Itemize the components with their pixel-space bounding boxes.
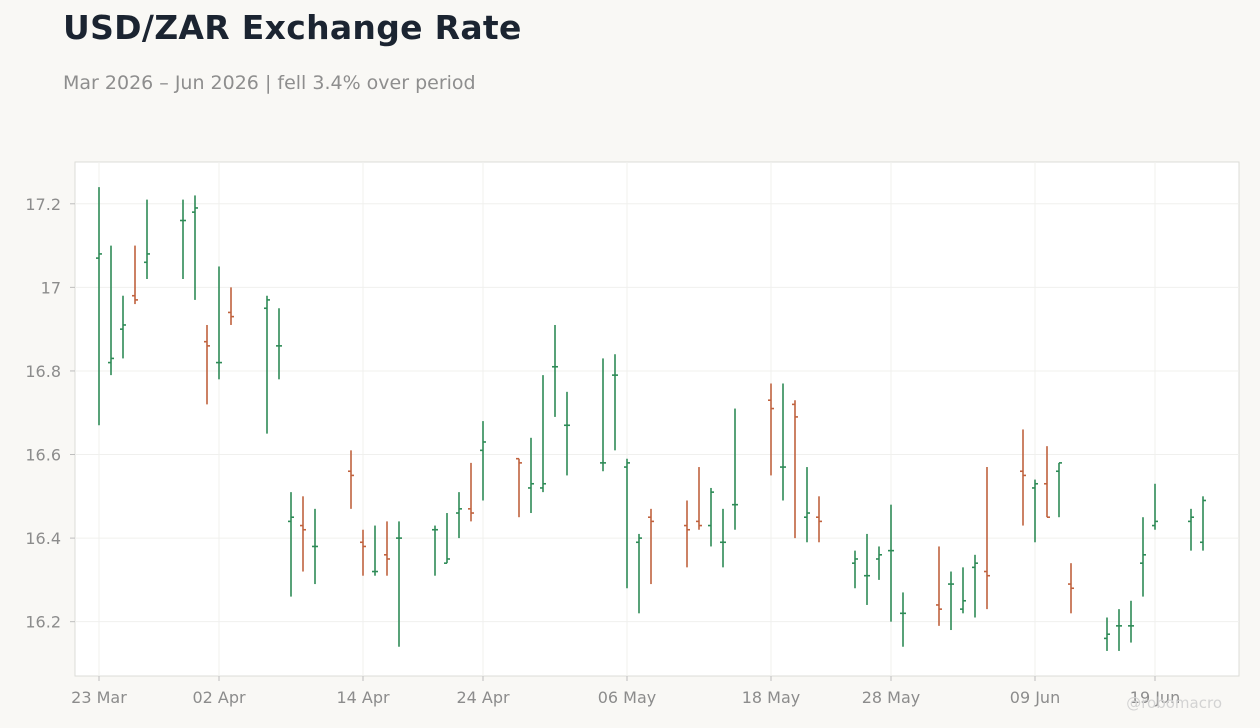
x-axis: 23 Mar 02 Apr 14 Apr 24 Apr 06 May 18 May 28 M…	[71, 676, 1180, 707]
page-title: USD/ZAR Exchange Rate	[63, 8, 522, 47]
ohlc-bar	[96, 187, 102, 426]
ohlc-bar	[960, 567, 966, 614]
ohlc-bar	[648, 508, 654, 585]
ohlc-bar	[564, 391, 570, 476]
y-tick-label: 16.8	[25, 362, 61, 381]
ohlc-bar	[732, 408, 738, 530]
ohlc-bar	[300, 496, 306, 572]
ohlc-bar	[120, 295, 126, 359]
ohlc-bar	[888, 504, 894, 622]
ohlc-bar	[264, 295, 270, 434]
ohlc-bar	[1044, 446, 1050, 519]
ohlc-bar	[540, 375, 546, 493]
ohlc-bar	[180, 199, 186, 280]
ohlc-bar	[1104, 617, 1110, 651]
ohlc-bar	[1032, 479, 1038, 543]
x-tick-label: 14 Apr	[336, 688, 390, 707]
ohlc-bar	[852, 550, 858, 589]
ohlc-bar	[720, 508, 726, 568]
y-tick-label: 17.2	[25, 195, 61, 214]
ohlc-bar	[612, 354, 618, 451]
ohlc-bar	[456, 492, 462, 539]
ohlc-bar	[816, 496, 822, 543]
ohlc-bar	[1152, 483, 1158, 530]
ohlc-bar	[792, 400, 798, 539]
credit: @robomacro	[1126, 694, 1222, 712]
x-tick-label: 28 May	[862, 688, 921, 707]
ohlc-bar	[600, 358, 606, 472]
x-tick-label: 02 Apr	[192, 688, 246, 707]
y-tick-label: 16.4	[25, 529, 61, 548]
ohlc-bar	[276, 308, 282, 380]
ohlc-bars	[96, 187, 1206, 651]
ohlc-bar	[132, 245, 138, 305]
ohlc-bar	[864, 533, 870, 605]
ohlc-bar	[1116, 609, 1122, 651]
ohlc-bar	[312, 508, 318, 585]
ohlc-bar	[144, 199, 150, 280]
x-tick-label: 23 Mar	[71, 688, 127, 707]
ohlc-bar	[876, 546, 882, 580]
ohlc-bar	[444, 513, 450, 564]
ohlc-bar	[936, 546, 942, 626]
ohlc-bar	[360, 529, 366, 576]
ohlc-bar	[192, 195, 198, 300]
ohlc-bar	[972, 554, 978, 618]
ohlc-bar	[384, 521, 390, 576]
ohlc-bar	[1020, 429, 1026, 526]
ohlc-bar	[780, 383, 786, 501]
ohlc-bar	[432, 525, 438, 576]
ohlc-bar	[480, 421, 486, 501]
ohlc-bar	[708, 487, 714, 547]
ohlc-bar	[228, 287, 234, 325]
x-tick-label: 09 Jun	[1010, 688, 1060, 707]
ohlc-bar	[372, 525, 378, 576]
ohlc-bar	[684, 500, 690, 568]
ohlc-bar	[696, 467, 702, 530]
ohlc-bar	[516, 457, 522, 518]
ohlc-bar	[288, 492, 294, 597]
ohlc-bar	[768, 383, 774, 476]
x-tick-label: 18 May	[742, 688, 801, 707]
ohlc-bar	[348, 450, 354, 509]
x-tick-label: 24 Apr	[456, 688, 510, 707]
ohlc-bar	[1068, 563, 1074, 614]
y-tick-label: 17	[41, 278, 61, 297]
page-subtitle: Mar 2026 – Jun 2026 | fell 3.4% over per…	[63, 72, 476, 94]
ohlc-bar	[1200, 496, 1206, 551]
ohlc-bar	[552, 324, 558, 417]
y-tick-label: 16.6	[25, 446, 61, 465]
ohlc-bar	[1188, 508, 1194, 551]
ohlc-bar	[216, 266, 222, 380]
x-tick-label: 19 Jun	[1130, 688, 1180, 707]
plot-area	[74, 161, 1240, 677]
x-tick-label: 06 May	[598, 688, 657, 707]
ohlc-bar	[1128, 600, 1134, 643]
ohlc-bar	[468, 462, 474, 522]
ohlc-bar	[528, 437, 534, 514]
ohlc-bar	[804, 467, 810, 543]
ohlc-bar	[624, 458, 630, 589]
y-axis: 16.2 16.4 16.6 16.8 17 17.2	[25, 195, 75, 632]
ohlc-bar	[948, 571, 954, 631]
ohlc-bar	[204, 324, 210, 405]
ohlc-bar	[108, 245, 114, 376]
ohlc-bar	[900, 592, 906, 647]
ohlc-bar	[396, 521, 402, 647]
ohlc-bar	[1056, 462, 1062, 518]
ohlc-bar	[636, 533, 642, 614]
y-tick-label: 16.2	[25, 613, 61, 632]
ohlc-bar	[1140, 517, 1146, 597]
ohlc-bar	[984, 467, 990, 610]
